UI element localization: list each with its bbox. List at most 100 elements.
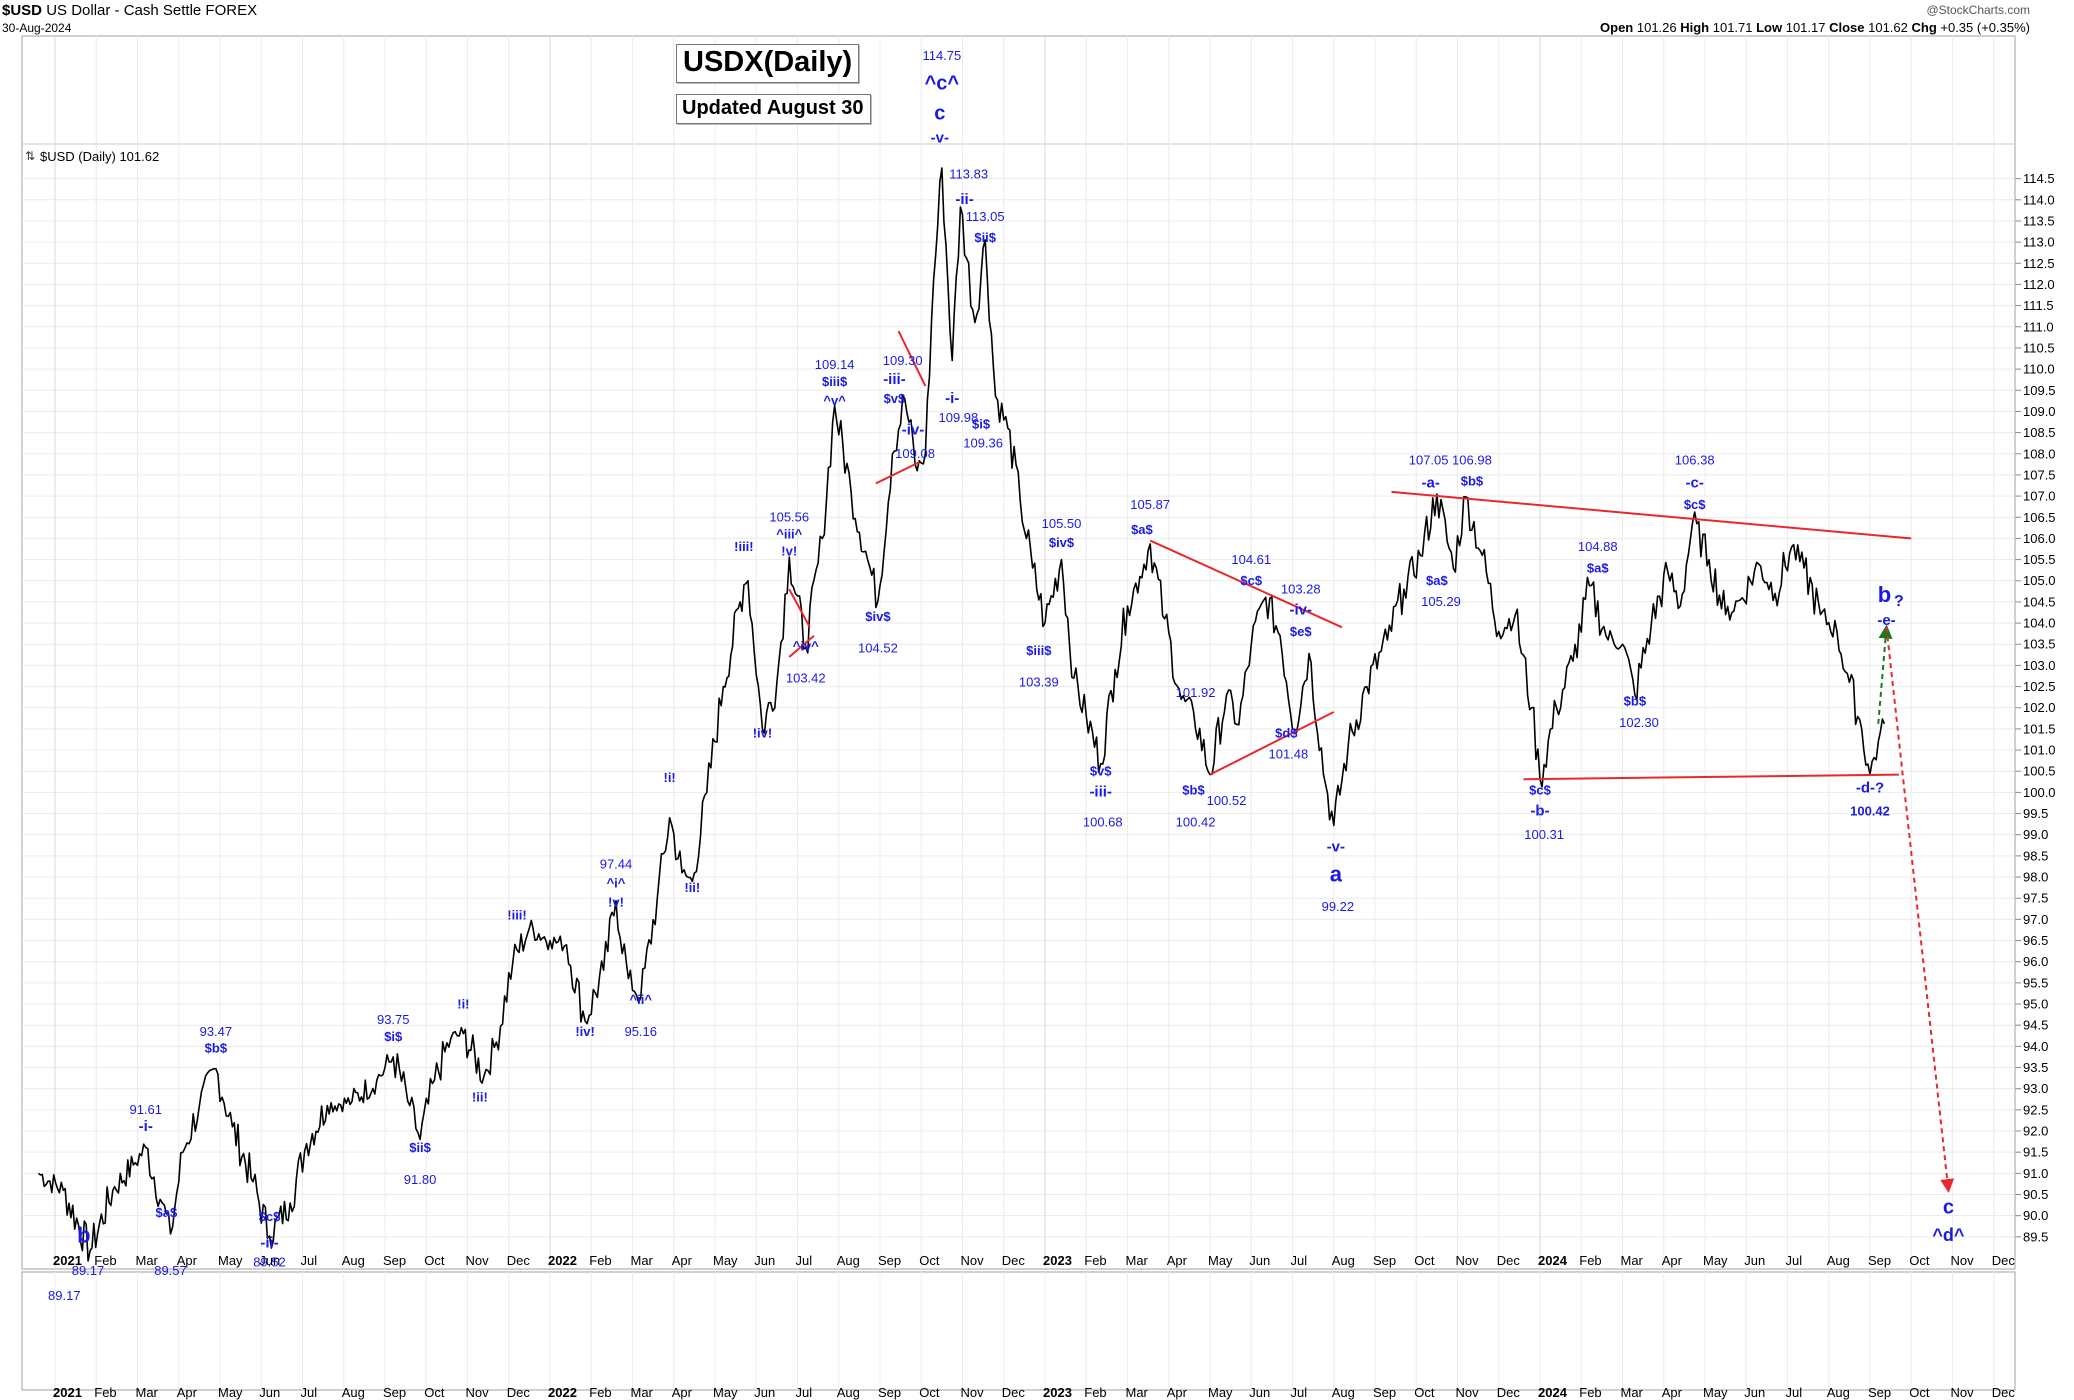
lower-panel-frame [21,1271,2016,1391]
wave-label: !iii! [507,907,527,922]
wave-label: 102.30 [1619,715,1659,730]
wave-label: -iii- [1089,784,1112,801]
trendline [897,330,927,387]
wave-label: 100.42 [1176,814,1216,829]
wave-label: $b$ [205,1041,228,1056]
wave-label: 113.83 [949,167,988,182]
wave-label: $b$ [1624,694,1647,709]
x-tick-label-lower: Jun [259,1385,280,1400]
y-tick-label: 100.5 [2023,764,2056,779]
ohlc-key: Low [1752,20,1786,35]
x-tick-label: Oct [1414,1253,1435,1268]
legend-icon: ⇅ [25,149,35,163]
header-date: 30-Aug-2024 [2,21,72,35]
wave-label: $iii$ [822,374,848,389]
y-tick-label: 111.0 [2023,319,2054,334]
x-tick-label-lower: Sep [1373,1385,1396,1400]
wave-label: 105.29 [1421,594,1461,609]
wave-label: 109.14 [815,357,855,372]
x-tick-label: Mar [1126,1253,1149,1268]
wave-label: 89.17 [72,1263,105,1278]
y-tick-label: 106.5 [2023,510,2056,525]
wave-label: a [1330,861,1343,886]
y-tick-label: 103.5 [2023,637,2056,652]
x-tick-label-lower: Nov [1456,1385,1480,1400]
y-tick-label: 96.0 [2023,954,2048,969]
y-tick-label: 109.5 [2023,383,2056,398]
wave-label: 91.80 [404,1172,437,1187]
wave-label: 109.08 [895,446,935,461]
x-tick-label-lower: May [1703,1385,1728,1400]
x-tick-label-lower: Sep [383,1385,406,1400]
x-tick-label: Mar [136,1253,159,1268]
wave-label: $iv$ [865,609,891,624]
wave-label: 104.52 [858,641,898,656]
y-tick-label: 114.0 [2023,192,2055,207]
wave-label: $i$ [384,1029,403,1044]
y-tick-label: 110.0 [2023,362,2055,377]
y-tick-label: 90.0 [2023,1208,2048,1223]
y-tick-label: 92.5 [2023,1102,2048,1117]
x-tick-label: May [1703,1253,1728,1268]
x-tick-label: Oct [919,1253,940,1268]
wave-label: -iv- [1290,602,1313,619]
x-tick-label-lower: Nov [961,1385,985,1400]
wave-label: 105.56 [769,509,809,524]
wave-label: !i! [457,996,469,1011]
x-tick-label: Apr [672,1253,693,1268]
y-tick-label: 110.5 [2023,340,2055,355]
y-tick-label: 104.0 [2023,616,2056,631]
x-tick-label: Jul [1291,1253,1308,1268]
x-tick-label: Dec [1992,1253,2016,1268]
x-tick-label-lower: Apr [672,1385,693,1400]
wave-label: 103.39 [1019,675,1059,690]
x-tick-label: Jun [1744,1253,1765,1268]
x-tick-label-lower: May [218,1385,243,1400]
y-tick-label: 108.5 [2023,425,2056,440]
wave-label: -i- [945,390,959,407]
wave-label: 91.61 [129,1102,162,1117]
x-tick-label-lower: Jul [301,1385,318,1400]
y-tick-label: 94.5 [2023,1018,2048,1033]
x-tick-label-lower: Aug [1827,1385,1850,1400]
x-tick-label-lower: Feb [589,1385,611,1400]
x-tick-label-lower: Aug [1332,1385,1355,1400]
y-tick-label: 109.0 [2023,404,2056,419]
wave-label: !ii! [472,1089,488,1104]
wave-label: 105.87 [1130,497,1170,512]
wave-label: -a- [1422,475,1440,492]
y-tick-label: 101.0 [2023,743,2056,758]
y-tick-label: 98.0 [2023,870,2048,885]
wave-label: 106.98 [1452,452,1492,467]
x-tick-label-lower: Oct [424,1385,445,1400]
wave-label: $c$ [1529,783,1551,798]
x-tick-label: Sep [383,1253,406,1268]
title-box: USDX(Daily) [676,44,860,83]
wave-label: 101.92 [1176,685,1216,700]
x-tick-label: Sep [878,1253,901,1268]
upper-panel-frame [21,35,2016,1270]
exchange: FOREX [205,2,258,19]
x-tick-label-lower: Oct [1414,1385,1435,1400]
x-tick-label-lower: 2024 [1538,1385,1568,1400]
wave-label: !v! [781,543,797,558]
x-tick-label-lower: May [1208,1385,1233,1400]
x-tick-label: Oct [424,1253,445,1268]
wave-label: ^i^ [607,876,626,891]
x-tick-label: 2024 [1538,1253,1568,1268]
x-tick-label: Jun [259,1253,280,1268]
x-tick-label: 2023 [1043,1253,1072,1268]
symbol: $USD [2,2,43,19]
wave-label: $b$ [1461,474,1484,489]
wave-label: $iii$ [1026,643,1052,658]
legend-text: $USD (Daily) 101.62 [40,149,159,164]
y-tick-label: 91.0 [2023,1166,2048,1181]
ohlc-value: +0.35 (+0.35%) [1940,20,2030,35]
x-tick-label: Feb [1084,1253,1106,1268]
x-tick-label-lower: Feb [94,1385,116,1400]
wave-label: 109.36 [963,435,1003,450]
x-tick-label-lower: Dec [1002,1385,1026,1400]
x-tick-label: Apr [1167,1253,1188,1268]
x-tick-label: Aug [837,1253,860,1268]
